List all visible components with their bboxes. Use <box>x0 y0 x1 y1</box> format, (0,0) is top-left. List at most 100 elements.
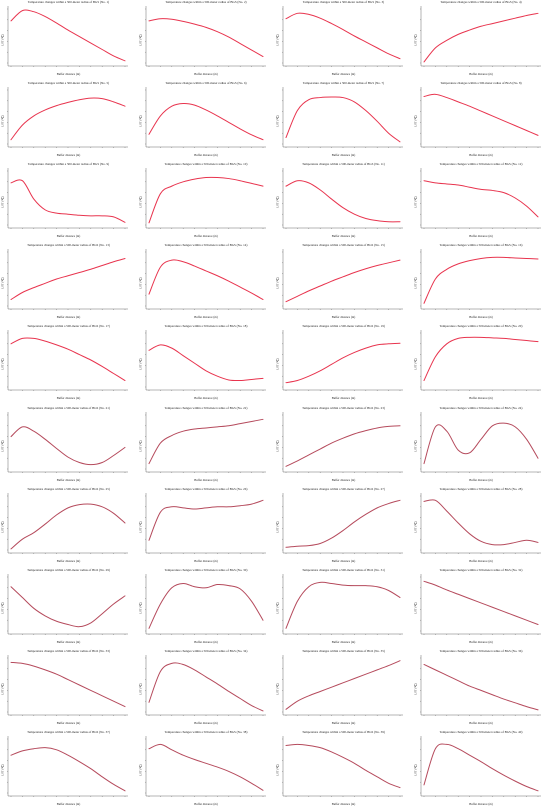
y-axis-label: LST (℃) <box>0 196 5 208</box>
series-line <box>148 176 263 224</box>
chart-title: Temperature changes within a 500-meter r… <box>302 0 385 4</box>
chart-title: Temperature changes within a 500-meter r… <box>439 486 523 491</box>
axis-frame <box>282 735 403 797</box>
x-axis-label: Buffer distance (m) <box>56 801 81 806</box>
y-axis-label: LST (℃) <box>0 115 5 127</box>
line-chart <box>282 492 403 554</box>
axis-frame <box>145 330 266 391</box>
series-line <box>423 93 538 136</box>
chart-panel: Temperature changes within a 500-meter r… <box>275 730 412 811</box>
series-line <box>423 743 538 792</box>
x-axis-label: Buffer distance (m) <box>469 153 493 158</box>
chart-title: Temperature changes within a 500-meter r… <box>439 567 523 572</box>
chart-panel: Temperature changes within a 500-meter r… <box>275 81 412 162</box>
chart-title: Temperature changes within a 500-meter r… <box>164 729 248 734</box>
x-axis-label: Buffer distance (m) <box>56 396 81 401</box>
chart-panel: Temperature changes within a 500-meter r… <box>0 649 137 730</box>
x-axis-label: Buffer distance (m) <box>331 72 356 76</box>
line-chart <box>144 654 266 716</box>
x-axis-label: Buffer distance (m) <box>469 477 493 482</box>
axis-frame <box>145 87 266 148</box>
chart-title: Temperature changes within a 500-meter r… <box>302 81 385 86</box>
x-axis-label: Buffer distance (m) <box>56 720 81 725</box>
chart-title: Temperature changes within a 500-meter r… <box>164 648 248 653</box>
y-axis-label: LST (℃) <box>413 196 418 208</box>
chart-title: Temperature changes within a 500-meter r… <box>27 0 110 4</box>
series-line <box>148 743 263 791</box>
chart-title: Temperature changes within a 500-meter r… <box>302 567 385 572</box>
chart-title: Temperature changes within a 500-meter r… <box>27 567 110 572</box>
x-axis-label: Buffer distance (m) <box>469 315 493 320</box>
line-chart <box>419 249 541 311</box>
chart-panel: Temperature changes within a 500-meter r… <box>0 243 137 324</box>
series-line <box>423 257 538 305</box>
chart-title: Temperature changes within a 500-meter r… <box>165 0 247 4</box>
chart-title: Temperature changes within a 500-meter r… <box>439 405 523 410</box>
y-axis-label: LST (℃) <box>138 764 143 776</box>
x-axis-label: Buffer distance (m) <box>331 639 356 644</box>
y-axis-label: LST (℃) <box>275 520 280 533</box>
chart-panel: Temperature changes within a 500-meter r… <box>0 81 137 162</box>
chart-title: Temperature changes within a 500-meter r… <box>439 162 523 167</box>
chart-panel: Temperature changes within a 500-meter r… <box>0 324 137 405</box>
y-axis-label: LST (℃) <box>0 439 5 452</box>
axis-frame <box>145 654 266 715</box>
line-chart <box>144 330 266 392</box>
chart-title: Temperature changes within a 500-meter r… <box>27 162 110 167</box>
line-chart <box>282 411 403 473</box>
series-line <box>148 662 263 712</box>
series-line <box>423 663 538 711</box>
axis-frame <box>282 492 403 553</box>
x-axis-label: Buffer distance (m) <box>469 558 493 563</box>
x-axis-label: Buffer distance (m) <box>56 639 81 644</box>
x-axis-label: Buffer distance (m) <box>194 315 218 320</box>
chart-panel: Temperature changes within a 500-meter r… <box>275 649 412 730</box>
chart-panel: Temperature changes within a 500-meter r… <box>275 406 412 487</box>
line-chart <box>144 492 266 554</box>
series-line <box>10 337 126 382</box>
y-axis-label: LST (℃) <box>138 439 143 452</box>
x-axis-label: Buffer distance (m) <box>331 315 356 320</box>
x-axis-label: Buffer distance (m) <box>56 558 81 563</box>
chart-panel: Temperature changes within a 500-meter r… <box>275 0 412 81</box>
chart-panel: Temperature changes within a 500-meter r… <box>138 730 275 811</box>
series-line <box>423 580 538 625</box>
series-line <box>148 582 263 629</box>
line-chart <box>419 492 541 554</box>
chart-title: Temperature changes within a 500-meter r… <box>439 648 523 653</box>
x-axis-label: Buffer distance (m) <box>194 639 218 644</box>
chart-panel: Temperature changes within a 500-meter r… <box>138 81 275 162</box>
chart-title: Temperature changes within a 500-meter r… <box>302 405 385 410</box>
axis-frame <box>7 249 128 310</box>
line-chart <box>282 654 403 716</box>
axis-frame <box>7 411 128 472</box>
series-line <box>10 97 126 141</box>
line-chart <box>419 168 541 230</box>
y-axis-label: LST (℃) <box>0 358 5 371</box>
y-axis-label: LST (℃) <box>413 34 418 46</box>
line-chart <box>7 330 128 392</box>
x-axis-label: Buffer distance (m) <box>469 396 493 401</box>
series-line <box>10 179 126 223</box>
axis-frame <box>420 735 541 797</box>
line-chart <box>419 735 541 797</box>
chart-title: Temperature changes within a 500-meter r… <box>439 729 523 734</box>
line-chart <box>7 6 128 67</box>
series-line <box>285 424 401 467</box>
series-line <box>148 418 263 464</box>
line-chart <box>7 492 128 554</box>
y-axis-label: LST (℃) <box>413 764 418 776</box>
chart-panel: Temperature changes within a 500-meter r… <box>0 162 137 243</box>
x-axis-label: Buffer distance (m) <box>469 72 493 76</box>
series-line <box>285 12 401 60</box>
axis-frame <box>7 735 128 797</box>
y-axis-label: LST (℃) <box>275 196 280 208</box>
chart-panel: Temperature changes within a 500-meter r… <box>138 162 275 243</box>
y-axis-label: LST (℃) <box>138 277 143 289</box>
chart-title: Temperature changes within a 500-meter r… <box>27 729 110 734</box>
x-axis-label: Buffer distance (m) <box>56 477 81 482</box>
chart-panel: Temperature changes within a 500-meter r… <box>413 0 550 81</box>
x-axis-label: Buffer distance (m) <box>194 72 218 76</box>
chart-panel: Temperature changes within a 500-meter r… <box>0 406 137 487</box>
chart-title: Temperature changes within a 500-meter r… <box>439 243 523 248</box>
